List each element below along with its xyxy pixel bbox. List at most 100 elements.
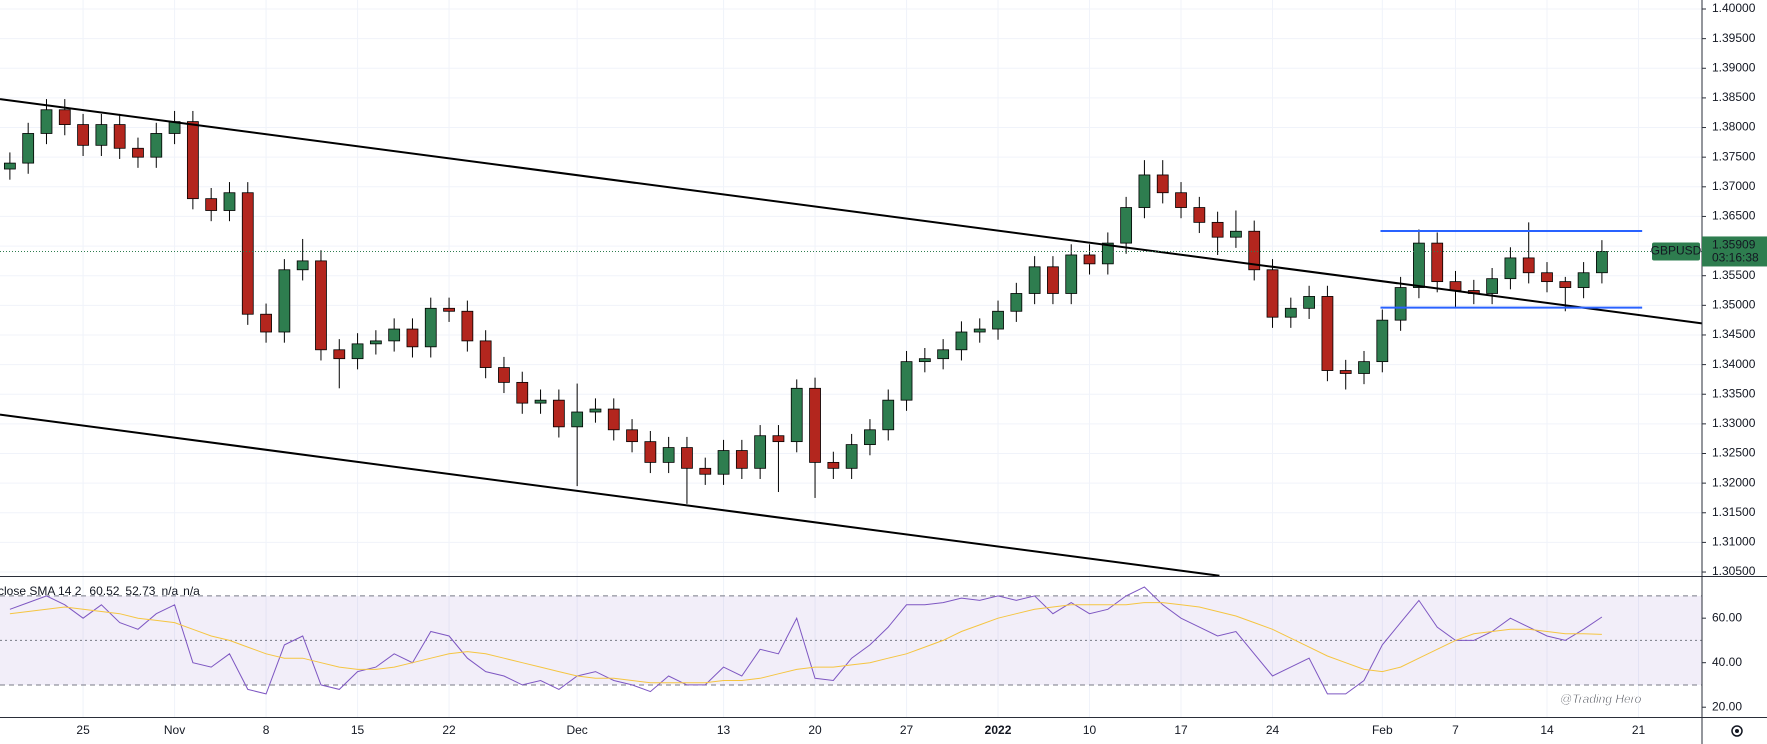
candle-body — [3, 162, 16, 170]
trend-line — [0, 413, 1220, 576]
candle-body — [1376, 319, 1389, 363]
candle-body — [662, 447, 675, 463]
candle-body — [973, 328, 986, 333]
watermark: @Trading Hero — [1560, 692, 1642, 706]
candle-body — [1101, 242, 1114, 265]
candle-body — [1230, 230, 1242, 238]
candle-body — [77, 124, 89, 146]
candle-body — [406, 328, 419, 348]
candle-body — [1083, 254, 1096, 265]
candle-body — [754, 435, 767, 469]
candle-body — [1120, 207, 1133, 244]
indicator-line — [9, 586, 1603, 695]
y-tick-label: 1.39000 — [1712, 60, 1756, 74]
candle-body — [790, 387, 803, 443]
candle-body — [681, 447, 693, 469]
gear-ring[interactable] — [1731, 725, 1743, 737]
candle-body — [95, 124, 108, 146]
candle-body — [278, 269, 291, 333]
candle-body — [479, 340, 492, 368]
candle-body — [552, 399, 565, 428]
y-tick-label: 1.40000 — [1712, 1, 1756, 15]
candle-body — [772, 435, 785, 443]
candle-body — [1284, 307, 1297, 318]
candle-body — [461, 310, 474, 342]
candle-body — [132, 147, 144, 158]
x-tick-label: 15 — [351, 723, 365, 737]
candle-body — [1413, 242, 1425, 288]
candle-body — [315, 260, 327, 351]
x-tick-label: 2022 — [985, 723, 1012, 737]
x-tick-label: 27 — [900, 723, 914, 737]
candle-body — [607, 408, 620, 431]
candle-body — [1156, 174, 1169, 194]
x-tick-label: 25 — [76, 723, 90, 737]
y-tick-label: 1.36500 — [1712, 209, 1756, 223]
price-pane — [0, 98, 1702, 576]
candle-body — [296, 260, 309, 271]
x-tick-label: 8 — [263, 723, 270, 737]
gear-hub[interactable] — [1735, 729, 1739, 733]
rsi-pane — [0, 586, 1702, 695]
y-tick-label: 1.32500 — [1712, 446, 1756, 460]
indicator-title: close SMA 14 2 — [0, 584, 82, 598]
candle-body — [1211, 221, 1224, 238]
y-tick-label: 1.38500 — [1712, 90, 1756, 104]
y-tick-label: 1.35500 — [1712, 268, 1756, 282]
candle-body — [717, 450, 730, 475]
candle-body — [735, 450, 748, 469]
candle-body — [626, 429, 638, 443]
candle-body — [1559, 281, 1572, 288]
y-tick-label: 1.34000 — [1712, 357, 1756, 371]
y-tick-label: 40.00 — [1712, 655, 1742, 669]
trend-line — [0, 98, 1702, 325]
y-tick-label: 1.32000 — [1712, 475, 1756, 489]
x-tick-label: 20 — [808, 723, 822, 737]
indicator-line — [9, 602, 1602, 684]
candle-body — [864, 429, 876, 446]
candle-body — [113, 124, 126, 149]
candle-body — [223, 192, 236, 211]
candle-body — [845, 444, 858, 469]
candle-body — [1028, 266, 1041, 294]
indicator-value: 52.73 — [125, 584, 155, 598]
candle-body — [1303, 296, 1316, 309]
y-tick-label: 1.35000 — [1712, 298, 1756, 312]
candle-body — [516, 381, 529, 404]
x-tick-label: Feb — [1372, 723, 1393, 737]
candle-body — [22, 133, 35, 164]
countdown-label: 03:16:38 — [1712, 251, 1759, 265]
candle-body — [900, 361, 913, 401]
candle-body — [1486, 278, 1498, 294]
candle-body — [1193, 207, 1206, 223]
x-tick-label: Dec — [566, 723, 587, 737]
x-tick-label: 7 — [1452, 723, 1459, 737]
symbol-label: GBPUSD — [1651, 244, 1702, 258]
symbol-tag — [1652, 242, 1700, 261]
candle-body — [589, 408, 602, 413]
settings-icon[interactable] — [1731, 725, 1743, 737]
candle-body — [1577, 272, 1590, 288]
indicator-extra: n/a — [183, 584, 200, 598]
y-tick-label: 1.34500 — [1712, 327, 1756, 341]
y-tick-label: 60.00 — [1712, 610, 1742, 624]
indicator-extra: n/a — [161, 584, 178, 598]
y-tick-label: 1.37500 — [1712, 149, 1756, 163]
candle-body — [1358, 361, 1370, 374]
candle-body — [40, 109, 53, 134]
candle-body — [809, 387, 821, 463]
candle-body — [1394, 287, 1407, 321]
candle-body — [1010, 293, 1023, 312]
x-tick-label: 13 — [717, 723, 731, 737]
candle-body — [205, 198, 218, 211]
candle-body — [498, 367, 510, 383]
candle-body — [937, 349, 950, 360]
candle-body — [1449, 281, 1462, 291]
y-tick-label: 1.31000 — [1712, 535, 1756, 549]
candle-body — [699, 467, 712, 475]
